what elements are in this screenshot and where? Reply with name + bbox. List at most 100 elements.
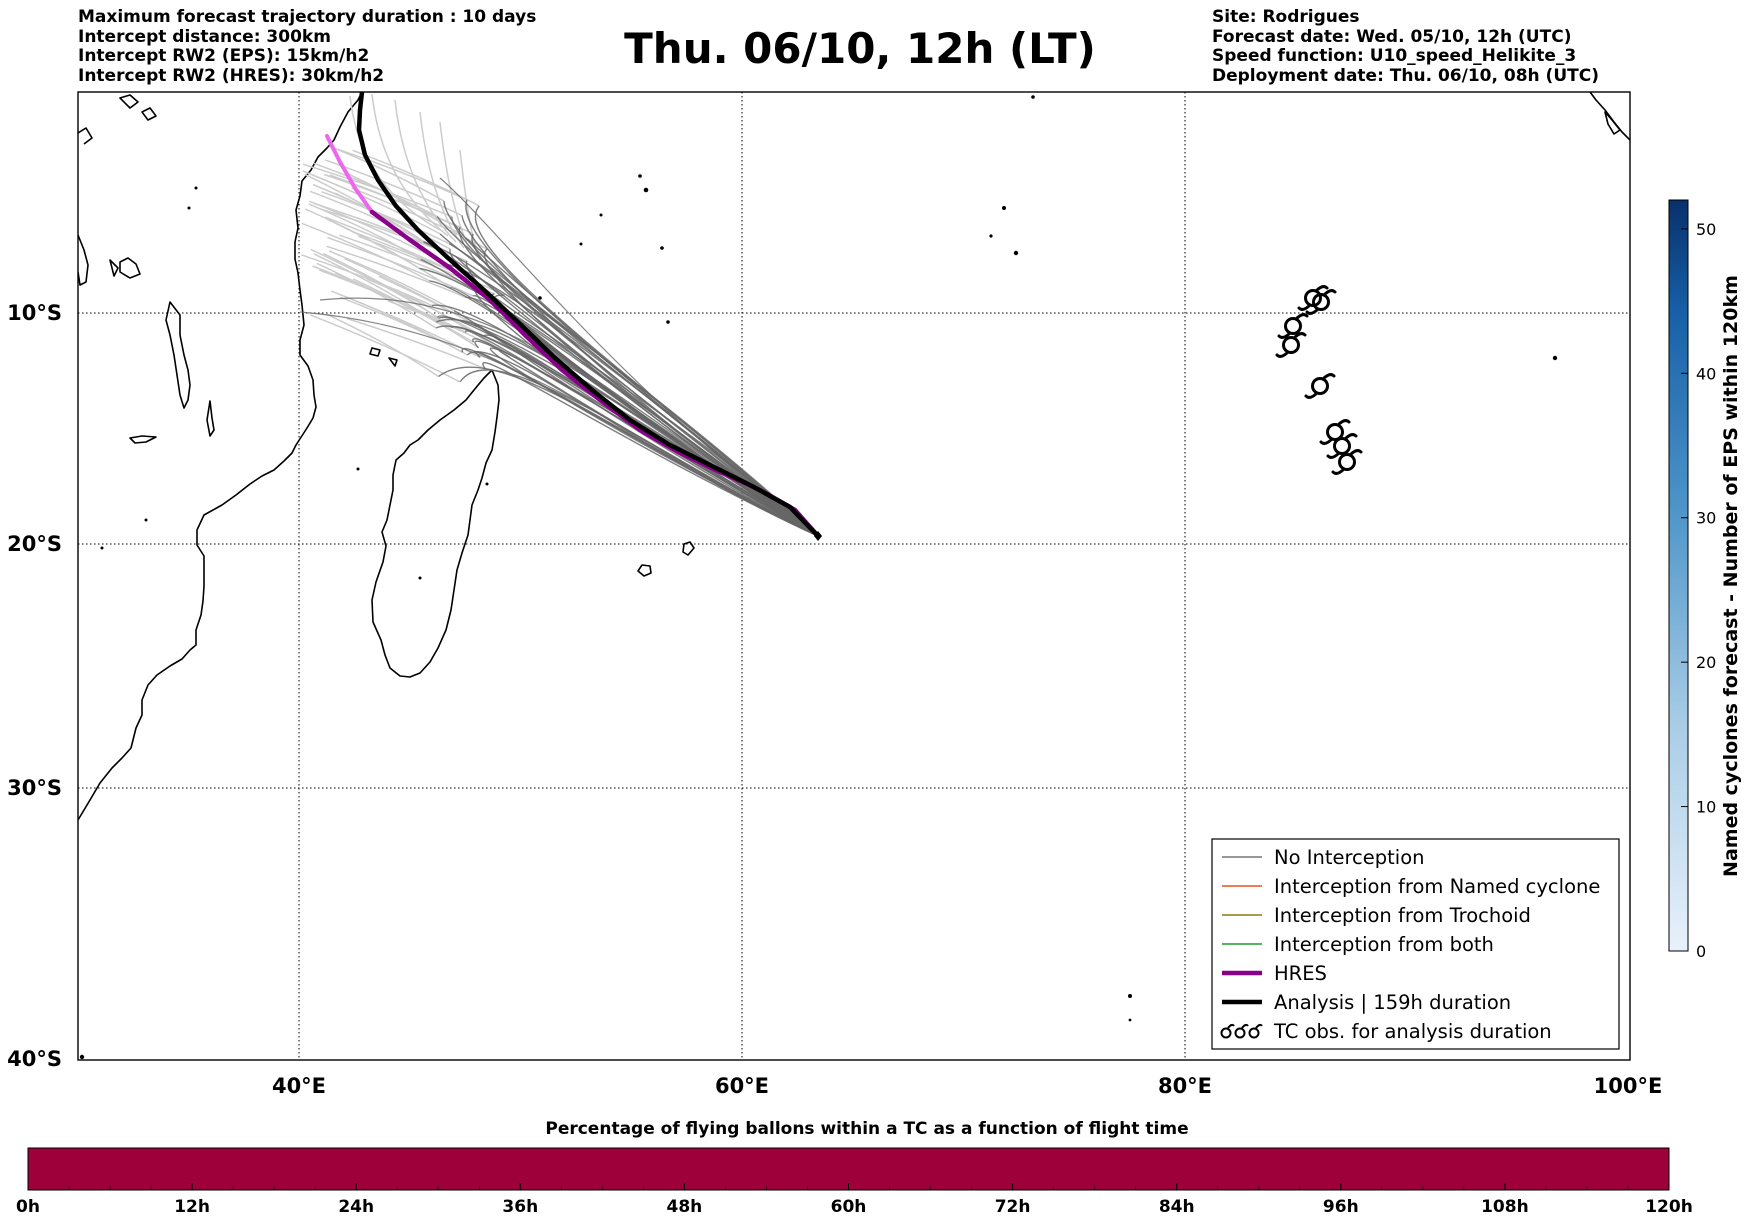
mascarene-island (637, 564, 652, 577)
map-frame (77, 91, 1631, 1061)
bottom-colorbar-tick-label: 0h (16, 1197, 40, 1217)
eps-track (319, 297, 819, 537)
eps-track-faded (354, 231, 505, 296)
legend-label: TC obs. for analysis duration (1273, 1020, 1552, 1043)
site-line: Speed function: U10_speed_Helikite_3 (1212, 46, 1577, 66)
param-line: Intercept RW2 (HRES): 30km/h2 (78, 65, 385, 86)
island-dot (1552, 355, 1558, 361)
site-line: Forecast date: Wed. 05/10, 12h (UTC) (1212, 26, 1572, 47)
eps-track (439, 177, 819, 537)
bottom-colorbar-tick-label: 108h (1481, 1197, 1529, 1217)
lake-kariba (129, 435, 157, 444)
island-dot (100, 546, 104, 550)
island-fragment (119, 94, 139, 109)
lat-label: 20°S (7, 532, 62, 556)
bottom-colorbar-tick-label: 12h (174, 1197, 210, 1217)
lon-label: 80°E (1158, 1074, 1212, 1098)
somalia-coast-fragment (109, 259, 119, 277)
hres-track-faded (325, 134, 374, 214)
madagascar-coastline (371, 369, 500, 678)
eps-track-faded (327, 236, 474, 297)
tc-symbol-icon (1319, 419, 1351, 445)
colorbar-label: Named cyclones forecast - Number of EPS … (1720, 275, 1742, 877)
param-line: Intercept distance: 300km (78, 26, 331, 47)
africa-west-fragment (78, 127, 93, 145)
eps-track (459, 369, 819, 537)
tc-symbol-icon (1304, 373, 1336, 399)
island-fragment (1604, 111, 1621, 135)
island-dot (989, 234, 993, 238)
param-line: Intercept RW2 (EPS): 15km/h2 (78, 46, 370, 66)
site-marker (814, 531, 822, 541)
legend-label: Interception from both (1274, 933, 1494, 956)
tc-symbol-icon (1305, 289, 1337, 315)
site-line: Deployment date: Thu. 06/10, 08h (UTC) (1212, 65, 1599, 86)
eps-track-faded (334, 272, 474, 343)
colorbar-gradient (1668, 199, 1689, 952)
island-dot (1002, 206, 1006, 210)
bottom-colorbar-title: Percentage of flying ballons within a TC… (545, 1119, 1188, 1139)
island-dot (660, 246, 664, 250)
legend-item: Interception from Named cyclone (1222, 875, 1600, 898)
eps-track-faded (325, 313, 439, 378)
colorbar-tick-label: 40 (1696, 364, 1716, 383)
lat-label: 30°S (7, 776, 62, 800)
eps-trajectories (299, 177, 819, 537)
latitude-labels: 10°S 20°S 30°S 40°S (7, 301, 62, 1071)
eps-track-faded (344, 295, 468, 356)
island-dot (538, 296, 542, 300)
longitude-labels: 40°E 60°E 80°E 100°E (272, 1074, 1662, 1098)
colorbar-tick-label: 0 (1696, 942, 1706, 961)
eps-track-faded (309, 190, 424, 243)
analysis-track (356, 92, 821, 539)
arabia-coastline (1589, 92, 1630, 141)
island-dot (187, 206, 191, 210)
eps-track-faded (346, 317, 486, 370)
legend-item: Interception from Trochoid (1222, 904, 1531, 927)
colorbar-tick-label: 20 (1696, 653, 1716, 672)
island-dot (638, 174, 642, 178)
cyclone-colorbar: 0 10 20 30 40 50 Named cyclones forecast - Nu… (1668, 199, 1742, 961)
tc-observations (1275, 285, 1363, 475)
legend-label: HRES (1274, 962, 1327, 985)
lat-label: 40°S (7, 1047, 62, 1071)
bottom-colorbar-tick-label: 24h (338, 1197, 374, 1217)
bottom-colorbar-tick-label: 84h (1159, 1197, 1195, 1217)
colorbar-tick-label: 50 (1696, 220, 1716, 239)
island-dot (1013, 250, 1019, 256)
eps-track-faded (329, 145, 445, 202)
eps-track-faded (302, 170, 441, 235)
map-title: Thu. 06/10, 12h (LT) (624, 24, 1096, 73)
eps-track-faded (316, 262, 437, 329)
flight-time-colorbar: Percentage of flying ballons within a TC… (16, 1119, 1693, 1217)
tc-symbol-icon (1275, 332, 1307, 358)
colorbar-tick-label: 10 (1696, 798, 1716, 817)
lon-label: 100°E (1594, 1074, 1663, 1098)
comoros-island (388, 357, 398, 367)
small-islands (79, 95, 1558, 1060)
eps-track-faded (371, 93, 449, 237)
island-dot (194, 186, 198, 190)
island-dot (356, 467, 360, 471)
tc-symbol-icon (1297, 285, 1329, 311)
island-dot (599, 213, 603, 217)
tc-symbol-icon (1277, 313, 1309, 339)
eps-track (465, 199, 819, 537)
island-dot (1031, 95, 1035, 99)
legend: No Interception Interception from Named c… (1211, 838, 1620, 1050)
eps-track-faded (321, 191, 450, 245)
tc-symbol-icon (1326, 433, 1358, 459)
legend-label: Interception from Named cyclone (1274, 875, 1600, 898)
bottom-colorbar-tick-label: 48h (667, 1197, 703, 1217)
eps-track (482, 362, 819, 537)
island-dot (418, 576, 422, 580)
gridlines (78, 92, 1630, 1060)
tc-symbol-icon (1220, 1023, 1263, 1039)
eps-track-faded (323, 252, 439, 319)
bottom-colorbar-tick-label: 96h (1323, 1197, 1359, 1217)
island-dot (1128, 1018, 1132, 1022)
island-dot (643, 187, 649, 193)
param-line: Maximum forecast trajectory duration : 1… (78, 7, 537, 27)
lake-shore-fragment (78, 234, 89, 286)
